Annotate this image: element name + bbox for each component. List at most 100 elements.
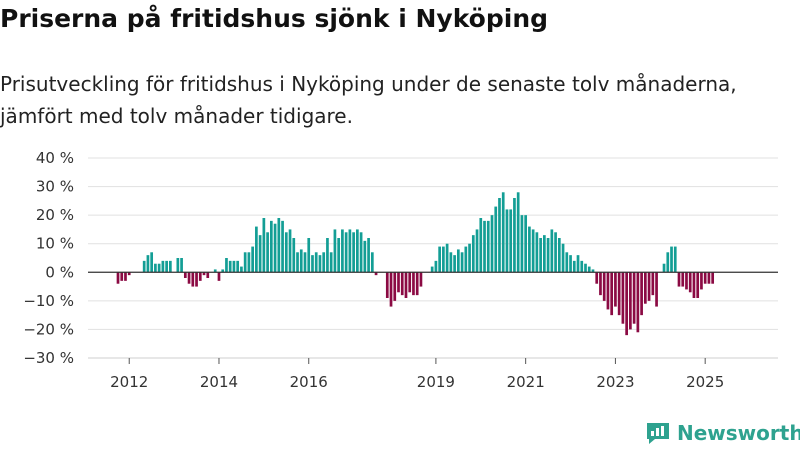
bar [333, 229, 337, 273]
bar [475, 229, 479, 273]
bar [479, 218, 483, 273]
bar [468, 243, 471, 273]
bar [625, 272, 628, 336]
y-tick-label: 10 % [36, 235, 74, 253]
x-axis: 2012 2014 2016 2019 2021 2023 2025 [88, 357, 778, 391]
bar [217, 272, 221, 281]
bar [528, 226, 531, 273]
x-tick-label: 2025 [686, 373, 724, 391]
bar [595, 272, 599, 284]
bar [670, 246, 673, 273]
bar [397, 272, 400, 293]
bar [262, 218, 266, 273]
y-axis-labels: 40 % 30 % 20 % 10 % 0 % −10 % −20 % −30 % [23, 149, 74, 367]
bar [296, 252, 299, 273]
bar [629, 272, 632, 330]
bar [513, 198, 516, 273]
bar [326, 238, 329, 273]
bar [202, 272, 206, 276]
bar [150, 252, 154, 273]
bar [408, 272, 412, 293]
bar [318, 255, 322, 273]
bar [531, 229, 535, 273]
bar [341, 229, 344, 273]
bar [183, 272, 187, 278]
annotations: −4 % [723, 0, 764, 4]
bar [292, 238, 296, 273]
bar [161, 260, 165, 273]
bar [243, 252, 247, 273]
bar [587, 266, 591, 273]
bar [393, 272, 397, 301]
bar [400, 272, 404, 296]
bar [688, 272, 692, 293]
bar [419, 272, 423, 287]
bar [251, 246, 254, 273]
bar [509, 209, 513, 273]
bar [494, 206, 498, 273]
bar [554, 232, 557, 273]
bar [124, 272, 127, 281]
bar [677, 272, 681, 287]
bar [666, 252, 670, 273]
bar [692, 272, 696, 298]
bar [486, 220, 490, 273]
bar [632, 272, 636, 324]
bar [591, 269, 595, 273]
bar [584, 263, 587, 273]
bar [640, 272, 643, 316]
bar [344, 232, 348, 273]
bar [165, 260, 168, 273]
bar [240, 266, 243, 273]
bar [236, 260, 240, 273]
bar [610, 272, 614, 316]
brand-logo: Newsworthy [645, 420, 800, 446]
bar [430, 266, 434, 273]
y-tick-label: −30 % [23, 349, 74, 367]
bar [546, 238, 550, 273]
bar [711, 272, 715, 284]
bar [700, 272, 703, 290]
bar [221, 269, 225, 273]
last-value-label: −4 % [723, 0, 764, 4]
bar [198, 272, 202, 281]
bar [232, 260, 236, 273]
bar [142, 260, 146, 273]
bars [116, 192, 715, 336]
x-tick-label: 2023 [596, 373, 634, 391]
bar [673, 246, 677, 273]
bar [557, 238, 561, 273]
bar [651, 272, 655, 296]
bar [520, 215, 524, 273]
bar [195, 272, 198, 287]
bar [228, 260, 232, 273]
bar [501, 192, 505, 273]
page-subtitle: Prisutveckling för fritidshus i Nyköping… [0, 72, 737, 128]
bar [643, 272, 647, 304]
bar [180, 258, 183, 273]
bar [329, 252, 333, 273]
bar [617, 272, 621, 316]
y-tick-label: 0 % [45, 263, 74, 281]
x-tick-label: 2012 [110, 373, 148, 391]
bar [281, 220, 284, 273]
bar [681, 272, 685, 287]
y-tick-label: 30 % [36, 178, 74, 196]
bar [434, 260, 438, 273]
bar [337, 238, 341, 273]
bar [498, 198, 501, 273]
x-tick-label: 2021 [507, 373, 545, 391]
bar [299, 249, 303, 273]
bar [367, 238, 370, 273]
bar [389, 272, 393, 307]
bar [314, 252, 318, 273]
bar [352, 232, 355, 273]
newsworthy-logo-icon [647, 423, 669, 444]
bar [543, 235, 546, 273]
bar [572, 260, 576, 273]
bar [453, 255, 456, 273]
bar [662, 263, 666, 273]
bar [490, 215, 494, 273]
bar [602, 272, 606, 301]
